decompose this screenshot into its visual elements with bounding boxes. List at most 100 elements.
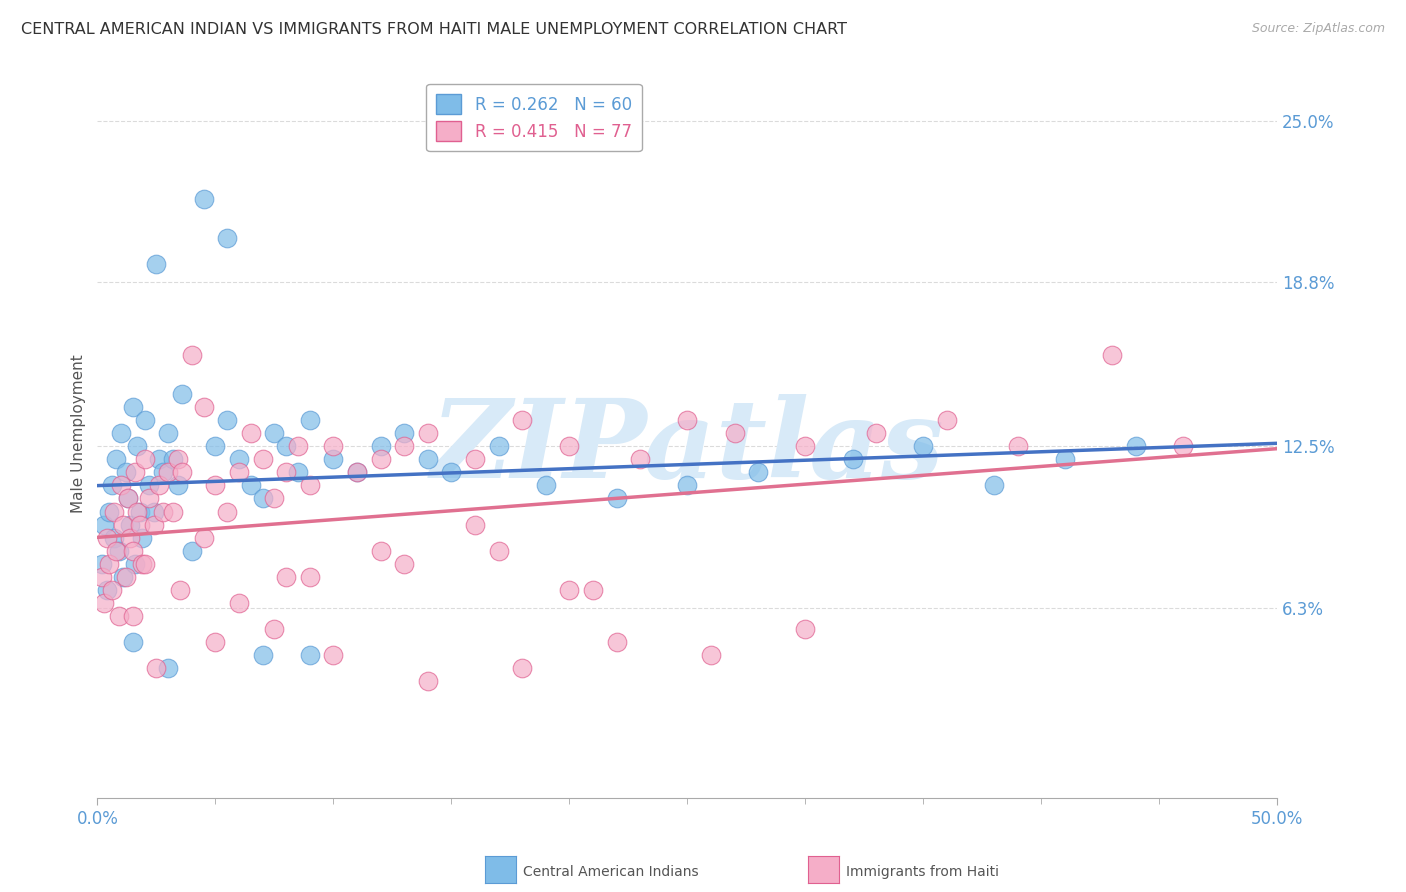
Point <box>93 596 115 610</box>
Point <box>152 466 174 480</box>
Point <box>131 531 153 545</box>
Point <box>134 557 156 571</box>
Point <box>392 426 415 441</box>
Point <box>912 439 935 453</box>
Point <box>298 569 321 583</box>
Point <box>298 413 321 427</box>
Point <box>298 648 321 662</box>
Point <box>1053 452 1076 467</box>
Legend: R = 0.262   N = 60, R = 0.415   N = 77: R = 0.262 N = 60, R = 0.415 N = 77 <box>426 84 641 152</box>
Text: ZIPatlas: ZIPatlas <box>430 394 945 501</box>
Point <box>865 426 887 441</box>
Point <box>252 648 274 662</box>
Point <box>93 517 115 532</box>
Point <box>370 452 392 467</box>
Point <box>346 466 368 480</box>
Point <box>287 439 309 453</box>
Point <box>794 622 817 636</box>
Point <box>112 569 135 583</box>
Point <box>162 452 184 467</box>
Point <box>747 466 769 480</box>
Point <box>166 452 188 467</box>
Point <box>464 452 486 467</box>
Point <box>263 491 285 506</box>
Point <box>128 504 150 518</box>
Point <box>166 478 188 492</box>
Point <box>152 504 174 518</box>
Point <box>700 648 723 662</box>
Point <box>127 504 149 518</box>
Point <box>103 531 125 545</box>
Point <box>110 478 132 492</box>
Point <box>392 557 415 571</box>
Point <box>121 543 143 558</box>
Point <box>263 622 285 636</box>
Point <box>217 504 239 518</box>
Point <box>145 661 167 675</box>
Point <box>112 517 135 532</box>
Point <box>510 661 533 675</box>
Point <box>169 582 191 597</box>
Point <box>138 491 160 506</box>
Point <box>1171 439 1194 453</box>
Point <box>107 608 129 623</box>
Point <box>193 401 215 415</box>
Point <box>120 531 142 545</box>
Point <box>1007 439 1029 453</box>
Point <box>276 466 298 480</box>
Point <box>204 439 226 453</box>
Point <box>110 426 132 441</box>
Point <box>605 634 627 648</box>
Point <box>217 231 239 245</box>
Point <box>558 582 581 597</box>
Point <box>98 557 121 571</box>
Point <box>322 452 344 467</box>
Point <box>138 478 160 492</box>
Point <box>103 504 125 518</box>
Point <box>322 439 344 453</box>
Point <box>100 582 122 597</box>
Point <box>100 478 122 492</box>
Point <box>204 634 226 648</box>
Point <box>124 557 146 571</box>
Text: Immigrants from Haiti: Immigrants from Haiti <box>846 865 1000 880</box>
Point <box>127 439 149 453</box>
Point <box>416 452 439 467</box>
Point <box>105 452 128 467</box>
Point <box>193 192 215 206</box>
Point <box>193 531 215 545</box>
Point <box>96 531 118 545</box>
Point <box>239 426 262 441</box>
Point <box>124 466 146 480</box>
Point <box>180 348 202 362</box>
Point <box>582 582 605 597</box>
Point <box>676 478 699 492</box>
Point <box>114 569 136 583</box>
Point <box>148 478 170 492</box>
Point <box>276 569 298 583</box>
Point <box>276 439 298 453</box>
Point <box>107 543 129 558</box>
Point <box>1101 348 1123 362</box>
Point <box>217 413 239 427</box>
Point <box>370 543 392 558</box>
Point <box>534 478 557 492</box>
Point <box>464 517 486 532</box>
Point <box>1125 439 1147 453</box>
Point <box>91 569 114 583</box>
Point <box>204 478 226 492</box>
Point <box>120 517 142 532</box>
Point <box>96 582 118 597</box>
Point <box>145 257 167 271</box>
Point <box>172 466 194 480</box>
Point <box>228 466 250 480</box>
Point <box>157 661 180 675</box>
Point <box>131 557 153 571</box>
Point <box>114 466 136 480</box>
Point <box>148 452 170 467</box>
Point <box>134 452 156 467</box>
Point <box>322 648 344 662</box>
Point <box>416 426 439 441</box>
Point <box>723 426 745 441</box>
Point <box>370 439 392 453</box>
